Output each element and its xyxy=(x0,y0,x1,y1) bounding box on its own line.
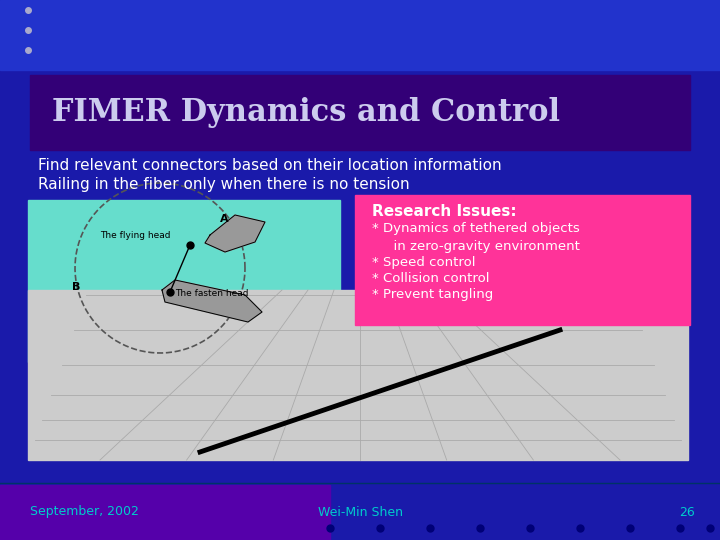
Text: * Prevent tangling: * Prevent tangling xyxy=(372,288,493,301)
Text: The flying head: The flying head xyxy=(100,231,171,240)
Text: * Speed control: * Speed control xyxy=(372,256,475,269)
Polygon shape xyxy=(205,215,265,252)
Text: Find relevant connectors based on their location information: Find relevant connectors based on their … xyxy=(38,158,502,172)
Bar xyxy=(28,290,688,460)
Text: * Dynamics of tethered objects: * Dynamics of tethered objects xyxy=(372,222,580,235)
Text: B: B xyxy=(72,282,81,292)
Text: Research Issues:: Research Issues: xyxy=(372,204,517,219)
Text: in zero-gravity environment: in zero-gravity environment xyxy=(385,240,580,253)
Bar xyxy=(355,195,690,325)
Polygon shape xyxy=(162,280,262,322)
Bar xyxy=(0,0,720,70)
Text: * Collision control: * Collision control xyxy=(372,272,490,285)
Text: Wei-Min Shen: Wei-Min Shen xyxy=(318,505,402,518)
Text: September, 2002: September, 2002 xyxy=(30,505,139,518)
Text: Railing in the fiber only when there is no tension: Railing in the fiber only when there is … xyxy=(38,178,410,192)
Text: A: A xyxy=(220,214,229,224)
Bar xyxy=(30,75,690,150)
Text: The fasten head: The fasten head xyxy=(175,289,248,298)
Text: 26: 26 xyxy=(679,505,695,518)
Text: FIMER Dynamics and Control: FIMER Dynamics and Control xyxy=(52,98,560,129)
Bar xyxy=(0,485,330,540)
Bar xyxy=(28,200,340,362)
